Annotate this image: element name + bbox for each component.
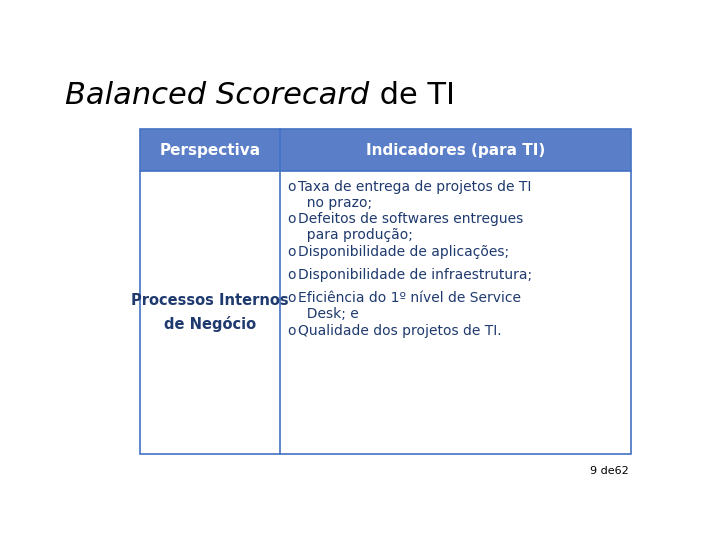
Bar	[140, 129, 631, 171]
Text: Eficiência do 1º nível de Service: Eficiência do 1º nível de Service	[298, 292, 521, 306]
Text: Processos Internos
de Negócio: Processos Internos de Negócio	[131, 293, 289, 332]
Text: o: o	[287, 268, 295, 282]
Text: Desk; e: Desk; e	[298, 307, 359, 321]
Text: o: o	[287, 212, 295, 226]
Text: Disponibilidade de aplicações;: Disponibilidade de aplicações;	[298, 245, 509, 259]
Text: para produção;: para produção;	[298, 228, 413, 242]
Text: de TI: de TI	[370, 82, 455, 111]
Text: Balanced Scorecard: Balanced Scorecard	[65, 82, 369, 111]
Text: o: o	[287, 180, 295, 194]
Text: Defeitos de softwares entregues: Defeitos de softwares entregues	[298, 212, 523, 226]
Bar	[140, 171, 631, 454]
Text: o: o	[287, 324, 295, 338]
Text: no prazo;: no prazo;	[298, 196, 372, 210]
Text: Taxa de entrega de projetos de TI: Taxa de entrega de projetos de TI	[298, 180, 531, 194]
Text: 9 de62: 9 de62	[590, 467, 629, 476]
Text: o: o	[287, 292, 295, 306]
Text: Perspectiva: Perspectiva	[160, 143, 261, 158]
Text: o: o	[287, 245, 295, 259]
Text: Disponibilidade de infraestrutura;: Disponibilidade de infraestrutura;	[298, 268, 532, 282]
Text: Indicadores (para TI): Indicadores (para TI)	[366, 143, 545, 158]
Text: Qualidade dos projetos de TI.: Qualidade dos projetos de TI.	[298, 324, 502, 338]
